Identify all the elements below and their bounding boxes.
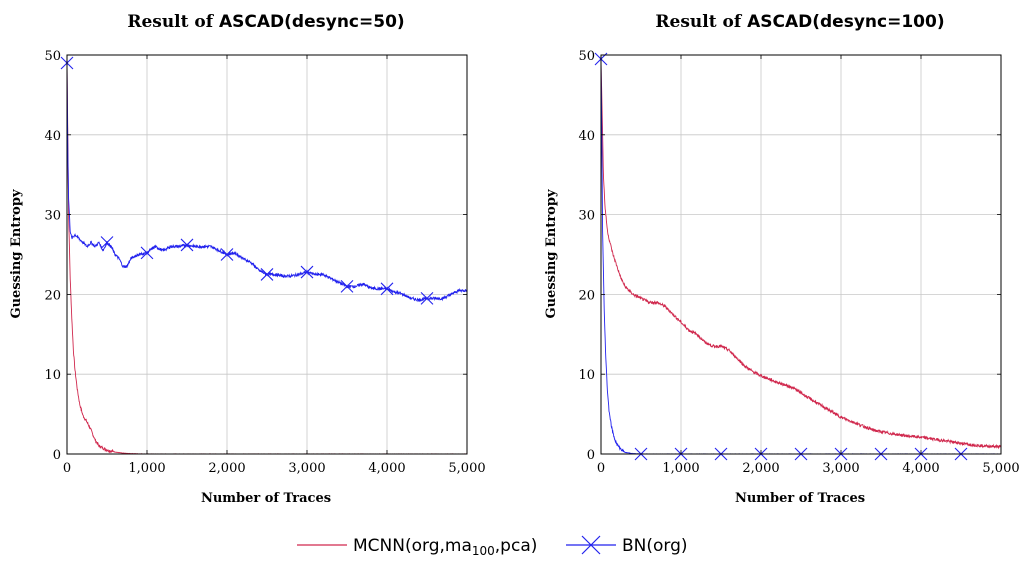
chart-right-y-axis-label: Guessing Entropy: [544, 189, 559, 318]
chart-left-y-tick-label: 20: [44, 288, 61, 303]
chart-left-x-axis-label: Number of Traces: [201, 491, 331, 506]
chart-right-plot: 0 1,000 2,000 3,000 4,000 5,000 0 10 20 30 40 50: [578, 49, 1019, 476]
chart-right-x-tick-label: 5,000: [982, 461, 1019, 476]
chart-left-y-tick-label: 10: [44, 368, 61, 383]
legend-bn-marker-icon: [581, 535, 601, 555]
chart-left-x-tick-label: 5,000: [448, 461, 485, 476]
chart-left-series-bn-line: [66, 62, 468, 303]
chart-right-y-tick-label: 10: [578, 368, 595, 383]
chart-right-y-tick-label: 0: [587, 448, 595, 463]
legend-mcnn-label: MCNN(org,ma100,pca): [353, 536, 537, 558]
chart-left-plot: 0 1,000 2,000 3,000 4,000 5,000 0 10 20 30 40 50: [44, 49, 485, 476]
chart-left-bn-marker: [380, 282, 394, 296]
chart-right-x-axis-label: Number of Traces: [735, 491, 865, 506]
chart-right-series-mcnn-line: [600, 61, 1002, 450]
chart-right-x-tick-label: 0: [597, 461, 605, 476]
chart-left-bn-marker: [340, 280, 354, 293]
chart-left-x-tick-label: 3,000: [288, 461, 325, 476]
chart-left-y-tick-label: 40: [44, 129, 61, 144]
chart-right-x-tick-label: 4,000: [902, 461, 939, 476]
chart-left-x-tick-label: 2,000: [208, 461, 245, 476]
chart-left-bn-marker: [220, 248, 234, 261]
chart-right-x-tick-label: 1,000: [662, 461, 699, 476]
chart-right-y-tick-label: 40: [578, 129, 595, 144]
chart-right-y-tick-label: 30: [578, 209, 595, 224]
chart-left-frame: [66, 54, 468, 455]
chart-right-y-tick-label: 20: [578, 288, 595, 303]
chart-left-x-tick-label: 0: [63, 461, 71, 476]
chart-right-x-tick-label: 3,000: [822, 461, 859, 476]
chart-left-bn-marker: [420, 292, 434, 305]
chart-left-x-tick-label: 4,000: [368, 461, 405, 476]
chart-left-bn-marker: [260, 268, 274, 281]
chart-right-x-tick-label: 2,000: [742, 461, 779, 476]
chart-right-series-bn-line: [600, 59, 1001, 455]
chart-left-y-tick-label: 30: [44, 209, 61, 224]
legend-bn-label: BN(org): [622, 536, 688, 556]
chart-right-frame: [600, 54, 1002, 455]
chart-left-bn-marker: [300, 265, 314, 279]
chart-left-title: Result of ASCAD(desync=50): [127, 12, 404, 32]
chart-right-y-tick-label: 50: [578, 49, 595, 64]
chart-right-title: Result of ASCAD(desync=100): [655, 12, 944, 32]
chart-left-bn-marker: [100, 236, 114, 249]
chart-left-y-tick-label: 0: [53, 448, 61, 463]
chart-left-series-mcnn-line: [66, 63, 467, 455]
chart-left: Result of ASCAD(desync=50) 0 1,000 2,000 3,…: [9, 12, 486, 506]
legend: MCNN(org,ma100,pca) BN(org): [297, 535, 688, 558]
chart-left-bn-marker: [140, 246, 154, 260]
chart-right: Result of ASCAD(desync=100) 0 1,000 2,000 3…: [544, 12, 1020, 506]
chart-left-x-tick-label: 1,000: [128, 461, 165, 476]
chart-left-y-axis-label: Guessing Entropy: [9, 189, 24, 318]
chart-left-bn-marker: [180, 238, 194, 252]
chart-left-y-tick-label: 50: [44, 49, 61, 64]
